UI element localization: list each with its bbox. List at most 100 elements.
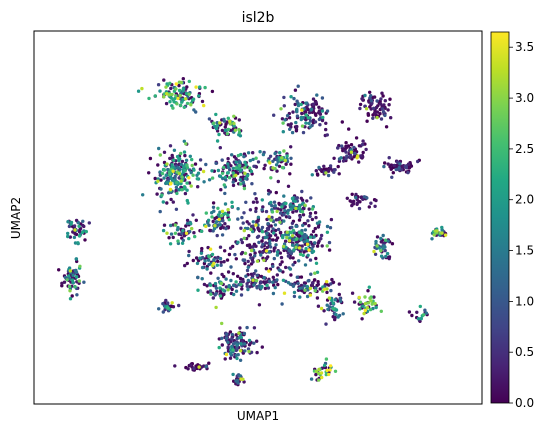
scatter-point [226,210,231,215]
scatter-point [328,368,332,372]
scatter-point [264,267,269,271]
scatter-point [294,206,298,211]
scatter-point [398,162,402,166]
scatter-point [196,275,200,280]
scatter-point [242,380,246,384]
scatter-point [327,248,332,252]
scatter-point [238,349,243,353]
scatter-point [255,273,259,277]
scatter-point [229,265,233,269]
scatter-point [298,286,302,290]
scatter-point [258,150,262,154]
plot-frame [33,30,483,405]
scatter-point [168,187,173,192]
scatter-point [174,82,178,86]
scatter-point [267,250,271,254]
scatter-point [206,218,211,222]
scatter-point [286,254,291,258]
scatter-point [223,175,227,179]
scatter-point [247,338,252,343]
y-axis-label: UMAP2 [9,197,23,239]
scatter-point [220,272,224,277]
scatter-point [170,301,174,305]
scatter-point [243,166,247,170]
scatter-point [440,225,444,230]
scatter-point [334,312,338,317]
scatter-point [300,210,305,214]
scatter-point [317,165,321,170]
scatter-point [388,97,392,101]
scatter-point [74,275,79,279]
scatter-point [246,347,251,351]
scatter-point [212,121,216,125]
scatter-point [274,163,279,167]
scatter-point [288,267,293,271]
scatter-point [220,128,225,133]
scatter-point [261,152,266,157]
scatter-point [304,121,308,125]
scatter-point [264,249,269,253]
scatter-point [189,184,193,188]
scatter-point [179,151,183,156]
scatter-point [183,168,187,173]
scatter-point [286,281,291,285]
scatter-point [260,230,265,234]
scatter-point [219,188,223,192]
scatter-point [136,89,141,93]
scatter-point [354,195,358,200]
scatter-point [279,208,283,212]
scatter-point [273,204,277,208]
scatter-point [273,223,278,227]
scatter-point [184,97,188,101]
scatter-point [156,179,160,183]
scatter-point [66,234,70,239]
scatter-point [290,234,295,238]
scatter-point [198,256,202,260]
scatter-point [184,224,188,228]
scatter-point [216,259,220,263]
scatter-point [290,243,295,247]
scatter-point [270,215,274,220]
scatter-point [210,252,215,257]
scatter-point [236,240,240,244]
scatter-point [223,202,228,206]
scatter-point [386,108,390,112]
scatter-point [300,108,304,112]
scatter-point [274,243,278,247]
scatter-point [375,115,379,120]
scatter-point [270,204,274,208]
scatter-point [234,257,238,261]
scatter-point [303,228,308,232]
scatter-point [349,150,354,154]
scatter-point [206,245,210,250]
scatter-point [300,248,304,252]
scatter-point [344,157,348,161]
scatter-point [223,249,227,253]
scatter-point [180,241,185,245]
scatter-point [282,212,286,217]
colorbar-tick-label: 0.5 [515,345,534,359]
scatter-point [262,166,266,171]
scatter-point [210,215,214,219]
scatter-point [296,281,300,286]
scatter-point [68,269,73,273]
scatter-point [253,251,257,255]
scatter-point [440,231,444,235]
scatter-point [319,371,324,375]
scatter-point [162,150,167,154]
scatter-point [194,218,198,222]
scatter-point [306,288,310,292]
scatter-point [223,191,227,196]
scatter-point [176,165,180,170]
scatter-point [172,179,176,183]
scatter-point [249,341,253,345]
scatter-point [254,244,258,248]
scatter-point [218,286,222,290]
scatter-point [365,119,369,123]
scatter-point [246,151,251,155]
scatter-point [226,208,230,212]
scatter-point [381,110,386,114]
scatter-point [329,288,333,293]
scatter-point [196,288,200,292]
scatter-point [313,289,317,293]
